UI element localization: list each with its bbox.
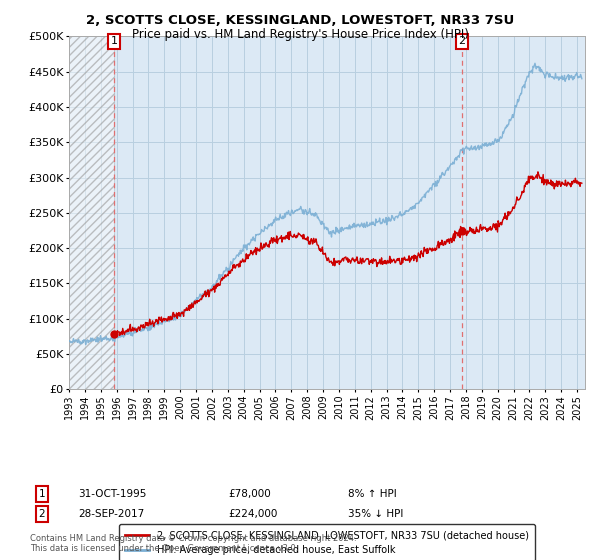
Text: 1: 1 [38,489,46,499]
Text: £224,000: £224,000 [228,509,277,519]
Text: 28-SEP-2017: 28-SEP-2017 [78,509,144,519]
Text: Price paid vs. HM Land Registry's House Price Index (HPI): Price paid vs. HM Land Registry's House … [131,28,469,41]
Text: 2, SCOTTS CLOSE, KESSINGLAND, LOWESTOFT, NR33 7SU: 2, SCOTTS CLOSE, KESSINGLAND, LOWESTOFT,… [86,14,514,27]
Text: 2: 2 [458,36,466,46]
Legend: 2, SCOTTS CLOSE, KESSINGLAND, LOWESTOFT, NR33 7SU (detached house), HPI: Average: 2, SCOTTS CLOSE, KESSINGLAND, LOWESTOFT,… [119,524,535,560]
Text: 8% ↑ HPI: 8% ↑ HPI [348,489,397,499]
Text: £78,000: £78,000 [228,489,271,499]
Text: 1: 1 [110,36,118,46]
Text: 2: 2 [38,509,46,519]
Text: 35% ↓ HPI: 35% ↓ HPI [348,509,403,519]
Text: 31-OCT-1995: 31-OCT-1995 [78,489,146,499]
Text: Contains HM Land Registry data © Crown copyright and database right 2024.
This d: Contains HM Land Registry data © Crown c… [30,534,356,553]
